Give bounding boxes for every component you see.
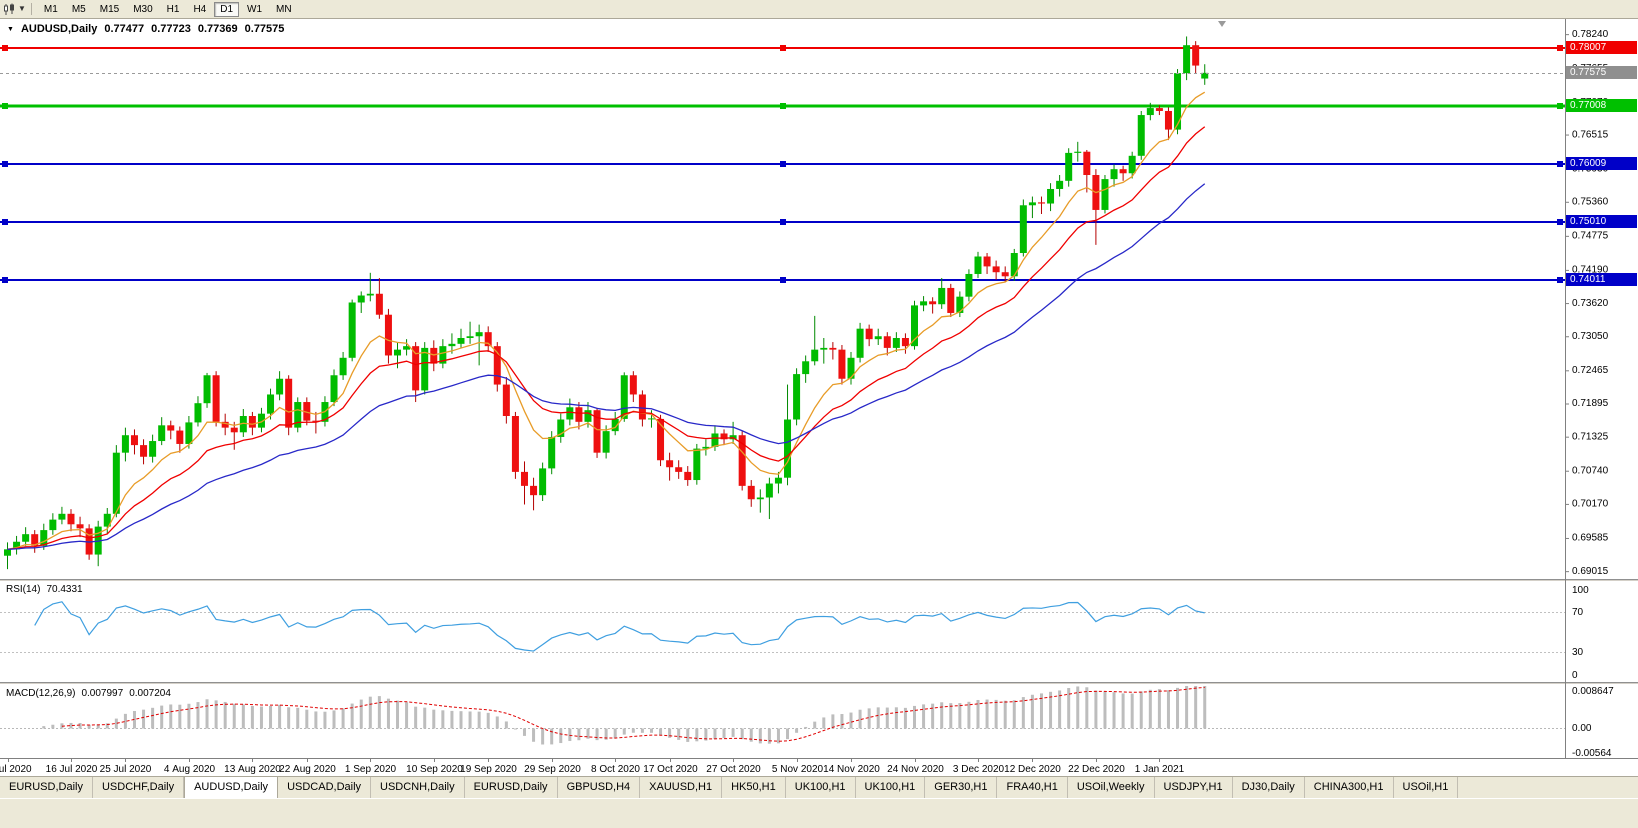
chart-ohlc-title: ▼ AUDUSD,Daily 0.77477 0.77723 0.77369 0…: [7, 23, 284, 35]
hline-price-label-blue-3[interactable]: 0.74011: [1566, 273, 1637, 286]
chart-tab-usoil-h1[interactable]: USOil,H1: [1393, 777, 1459, 798]
chart-canvas[interactable]: [0, 19, 1638, 776]
ohlc-open-value: 0.77477: [104, 23, 145, 35]
chart-tab-uk100-h1[interactable]: UK100,H1: [855, 777, 926, 798]
hline-price-label-red[interactable]: 0.78007: [1566, 41, 1637, 54]
chart-type-dropdown-icon[interactable]: ▼: [18, 4, 26, 13]
rsi-indicator-label: RSI(14) 70.4331: [6, 584, 83, 595]
chart-tab-china300-h1[interactable]: CHINA300,H1: [1304, 777, 1394, 798]
chart-tab-usdcad-daily[interactable]: USDCAD,Daily: [278, 777, 372, 798]
macd-main-value: 0.007997: [81, 688, 124, 699]
shift-marker-icon[interactable]: [1218, 21, 1226, 27]
hline-price-label-blue-1[interactable]: 0.76009: [1566, 157, 1637, 170]
rsi-name: RSI(14): [6, 584, 41, 595]
timeframe-button-m5[interactable]: M5: [66, 2, 92, 17]
chart-tab-usdcnh-daily[interactable]: USDCNH,Daily: [371, 777, 465, 798]
ohlc-low-value: 0.77369: [197, 23, 238, 35]
macd-name: MACD(12,26,9): [6, 688, 76, 699]
chart-tab-fra40-h1[interactable]: FRA40,H1: [997, 777, 1068, 798]
toolbar-separator: [30, 3, 32, 15]
chart-tab-uk100-h1[interactable]: UK100,H1: [785, 777, 856, 798]
timeframe-button-m1[interactable]: M1: [38, 2, 64, 17]
bid-price-label: 0.77575: [1566, 66, 1637, 79]
chart-tab-eurusd-daily[interactable]: EURUSD,Daily: [464, 777, 558, 798]
status-bar: [0, 798, 1638, 828]
chart-symbol-label: AUDUSD,Daily: [20, 23, 98, 35]
ohlc-collapse-icon[interactable]: ▼: [7, 25, 14, 33]
macd-signal-value: 0.007204: [129, 688, 171, 699]
timeframe-button-m30[interactable]: M30: [127, 2, 158, 17]
chart-tab-audusd-daily[interactable]: AUDUSD,Daily: [184, 777, 279, 798]
chart-tab-ger30-h1[interactable]: GER30,H1: [925, 777, 998, 798]
timeframe-button-d1[interactable]: D1: [214, 1, 240, 17]
timeframe-button-h4[interactable]: H4: [187, 2, 212, 17]
chart-tab-xauusd-h1[interactable]: XAUUSD,H1: [640, 777, 723, 798]
chart-tab-usoil-weekly[interactable]: USOil,Weekly: [1067, 777, 1155, 798]
hline-price-label-blue-2[interactable]: 0.75010: [1566, 215, 1637, 228]
chart-type-icon[interactable]: [3, 2, 17, 16]
chart-tab-hk50-h1[interactable]: HK50,H1: [722, 777, 786, 798]
chart-tab-dj30-daily[interactable]: DJ30,Daily: [1232, 777, 1305, 798]
macd-indicator-label: MACD(12,26,9) 0.007997 0.007204: [6, 688, 171, 699]
ohlc-high-value: 0.77723: [151, 23, 191, 35]
ohlc-close-value: 0.77575: [244, 23, 285, 35]
chart-tab-usdchf-daily[interactable]: USDCHF,Daily: [92, 777, 185, 798]
timeframe-button-h1[interactable]: H1: [161, 2, 186, 17]
timeframe-button-w1[interactable]: W1: [241, 2, 268, 17]
chart-tab-bar: EURUSD,Daily USDCHF,Daily AUDUSD,Daily USDC…: [0, 776, 1638, 798]
chart-tab-gbpusd-h4[interactable]: GBPUSD,H4: [557, 777, 641, 798]
top-toolbar: ▼ M1 M5 M15 M30 H1 H4 D1 W1 MN: [0, 0, 1638, 19]
rsi-value: 70.4331: [46, 584, 83, 595]
chart-tab-usdjpy-h1[interactable]: USDJPY,H1: [1154, 777, 1233, 798]
hline-price-label-green[interactable]: 0.77008: [1566, 99, 1637, 112]
chart-tab-eurusd-daily[interactable]: EURUSD,Daily: [0, 777, 93, 798]
timeframe-button-m15[interactable]: M15: [94, 2, 125, 17]
timeframe-button-mn[interactable]: MN: [270, 2, 298, 17]
